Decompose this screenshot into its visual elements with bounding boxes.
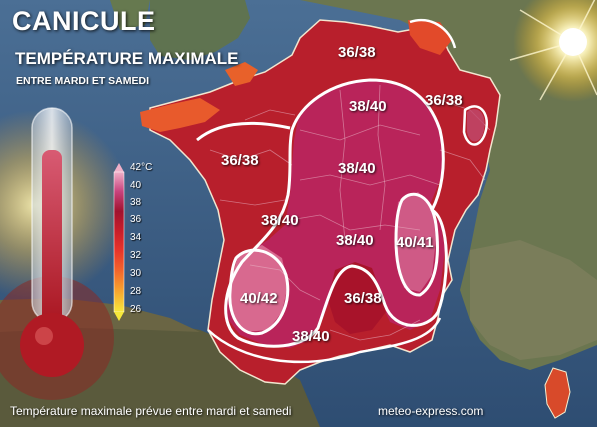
legend-label-30: 30	[130, 268, 142, 279]
zone-label-aquitaine: 40/42	[240, 290, 278, 307]
legend-label-38: 38	[130, 197, 142, 208]
legend-label-36: 36	[130, 214, 142, 225]
isotherm-38-40	[224, 78, 448, 348]
legend-label-26: 26	[130, 304, 142, 315]
isotherm-40-41	[394, 192, 439, 297]
page-subtitle: TEMPÉRATURE MAXIMALE	[15, 49, 239, 68]
isotherm-north	[409, 18, 457, 49]
north-border	[408, 20, 452, 55]
england-land	[150, 0, 250, 60]
legend-scale	[113, 163, 125, 321]
footer-source-link[interactable]: meteo-express.com	[378, 404, 484, 418]
brittany-coast	[140, 98, 220, 132]
sun-icon	[509, 0, 597, 102]
legend-label-40: 40	[130, 180, 142, 191]
zone-label-south-center: 36/38	[344, 290, 382, 307]
zone-label-paris: 38/40	[349, 98, 387, 115]
page-title: CANICULE	[12, 6, 156, 36]
page-tagline: ENTRE MARDI ET SAMEDI	[16, 75, 150, 87]
thermometer-icon	[20, 107, 84, 377]
isotherm-40-42	[228, 248, 290, 336]
zone-label-northeast: 36/38	[425, 92, 463, 109]
zone-40-42-area	[230, 245, 288, 332]
zone-label-pyrenees: 38/40	[292, 328, 330, 345]
zone-36-38-south-area	[328, 262, 386, 334]
isotherm-36-38-west	[196, 121, 291, 142]
zone-label-west: 36/38	[221, 152, 259, 169]
corsica	[544, 367, 571, 419]
legend-label-32: 32	[130, 250, 142, 261]
legend-label-28: 28	[130, 286, 142, 297]
normandy-coast	[225, 62, 258, 86]
isotherm-36-38-south	[207, 317, 442, 364]
cornwall-land	[110, 0, 150, 30]
footer-caption: Température maximale prévue entre mardi …	[10, 404, 292, 418]
alsace-hot-patch	[467, 109, 485, 142]
legend-label-42: 42°C	[130, 162, 153, 173]
zone-label-southwest-center: 38/40	[261, 212, 299, 229]
zone-label-center: 38/40	[338, 160, 376, 177]
zone-label-massif: 38/40	[336, 232, 374, 249]
isotherm-contours	[196, 18, 489, 364]
isotherm-alsace	[462, 105, 489, 146]
zone-label-rhone: 40/41	[396, 234, 434, 251]
zone-label-north: 36/38	[338, 44, 376, 61]
zone-40-41-area	[396, 192, 436, 292]
legend-label-34: 34	[130, 232, 142, 243]
alps-italy-land	[470, 240, 597, 360]
